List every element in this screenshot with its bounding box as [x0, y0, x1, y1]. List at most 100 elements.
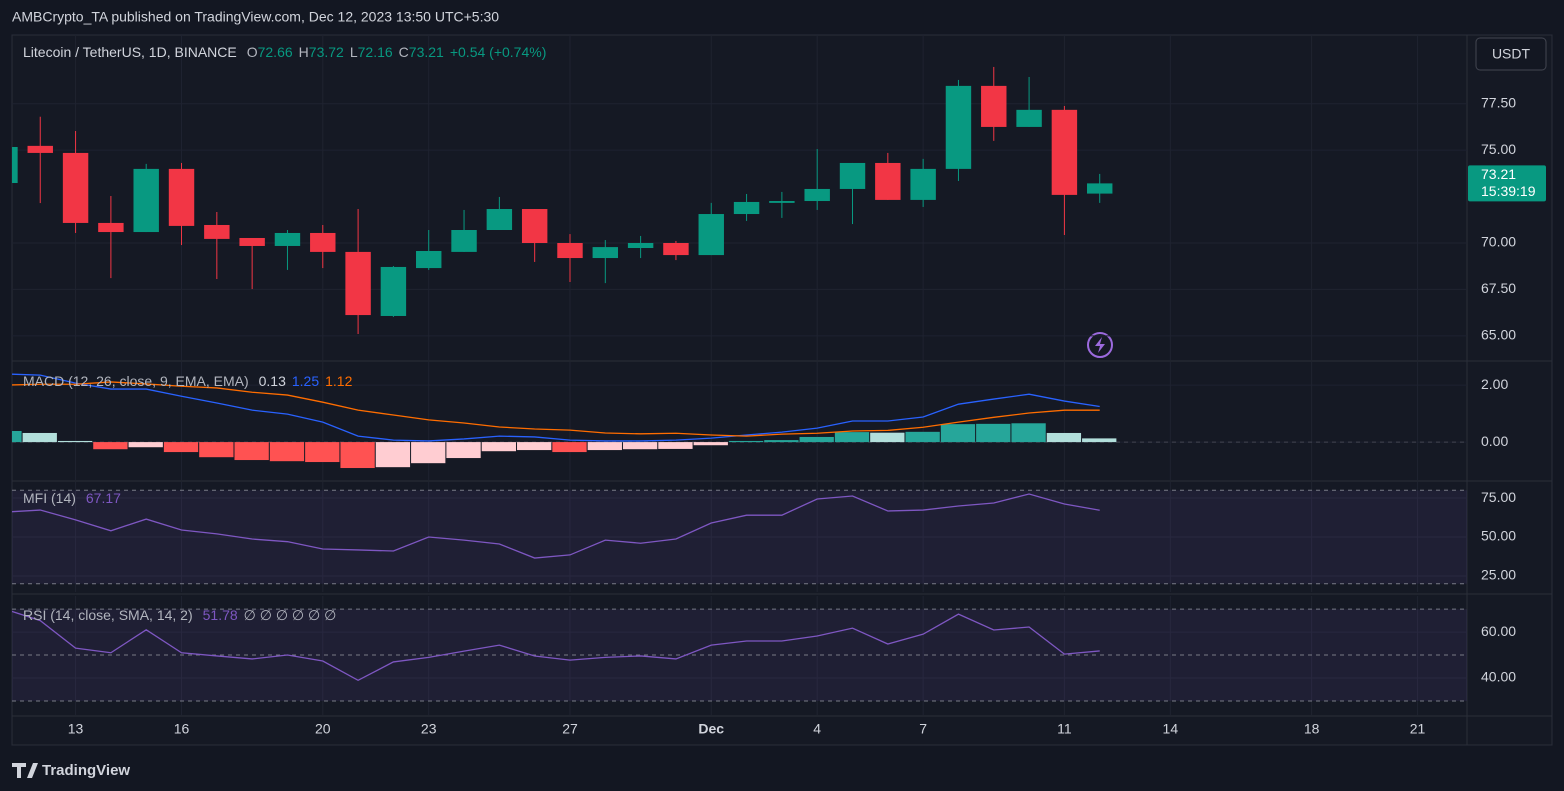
- x-tick-label: 23: [421, 721, 437, 737]
- candle-body: [380, 266, 407, 316]
- rsi-extra: ∅ ∅ ∅ ∅ ∅ ∅: [243, 607, 337, 623]
- candle-body: [310, 232, 336, 252]
- candle-body: [945, 85, 972, 169]
- histogram-bar: [481, 442, 517, 452]
- band-fill: [12, 490, 1467, 584]
- candle-body: [557, 243, 583, 259]
- pane: [12, 362, 1467, 480]
- histogram-bar: [940, 424, 976, 443]
- candle-body: [733, 201, 760, 215]
- pane: [12, 482, 1467, 592]
- histogram-bar: [93, 442, 128, 450]
- candle-body: [239, 237, 265, 246]
- candle-body: [168, 168, 195, 226]
- close-value: 73.21: [408, 44, 444, 60]
- y-tick-label: 67.50: [1481, 280, 1516, 296]
- candle-body: [804, 188, 830, 202]
- open-label: O: [246, 44, 258, 60]
- high-label: H: [298, 44, 309, 60]
- brand: TradingView: [42, 762, 130, 779]
- ohlc-label: H73.72: [299, 44, 344, 60]
- mfi-title: MFI (14): [23, 490, 76, 506]
- candle-body: [769, 201, 795, 203]
- y-tick-label: 70.00: [1481, 234, 1516, 250]
- histogram-bar: [517, 442, 552, 451]
- candle-body: [698, 214, 724, 256]
- histogram-bar: [199, 442, 234, 458]
- candle-body: [592, 247, 619, 259]
- candle-body: [910, 168, 936, 200]
- last-price: 73.21: [1481, 166, 1516, 182]
- attribution: AMBCrypto_TA published on TradingView.co…: [12, 9, 499, 25]
- open-value: 72.66: [257, 44, 293, 60]
- candle-body: [486, 209, 513, 230]
- histogram-bar: [1046, 432, 1082, 443]
- x-tick-label: 13: [68, 721, 84, 737]
- candle-body: [345, 251, 371, 316]
- candle-body: [663, 243, 689, 256]
- chart-frame: [11, 34, 1553, 746]
- candle-body: [451, 230, 477, 252]
- histogram-bar: [57, 440, 93, 443]
- candle-body: [204, 224, 230, 239]
- histogram-bar: [1082, 438, 1117, 443]
- candle-body: [627, 243, 654, 249]
- histogram-bar: [340, 442, 375, 469]
- candle-body: [12, 146, 18, 184]
- histogram-bar: [728, 440, 764, 443]
- low-label: L: [349, 44, 358, 60]
- histogram-bar: [905, 431, 940, 443]
- macd-title: MACD (12, 26, close, 9, EMA, EMA): [23, 373, 249, 389]
- histogram-bar: [12, 430, 22, 443]
- currency[interactable]: USDT: [1492, 46, 1531, 62]
- macd-value: 1.25: [291, 373, 320, 389]
- y-tick-label: 50.00: [1481, 528, 1516, 544]
- y-tick-label: 25.00: [1481, 567, 1516, 583]
- rsi-legend: RSI (14, close, SMA, 14, 2) 51.78 ∅ ∅ ∅ …: [23, 607, 336, 624]
- y-tick-label: 77.50: [1481, 94, 1516, 110]
- alert-icon[interactable]: [1087, 332, 1113, 358]
- histogram-bar: [163, 442, 199, 453]
- indicator-line: [12, 381, 1100, 437]
- currency-button[interactable]: [1475, 37, 1547, 71]
- indicator-line: [12, 373, 1100, 442]
- histogram-bar: [658, 442, 693, 449]
- histogram-bar: [693, 442, 728, 446]
- y-tick-label: 0.00: [1481, 433, 1508, 449]
- candle-body: [1051, 109, 1078, 195]
- histogram-bar: [587, 442, 622, 451]
- ohlc-label: O72.66: [247, 44, 293, 60]
- candle-body: [274, 232, 301, 246]
- countdown: 15:39:19: [1481, 183, 1536, 199]
- candle-body: [839, 162, 866, 189]
- histogram-bar: [870, 432, 905, 443]
- histogram-bar: [622, 442, 658, 450]
- x-tick-label: 27: [562, 721, 578, 737]
- y-tick-label: 65.00: [1481, 327, 1516, 343]
- histogram-bar: [128, 442, 163, 448]
- ohlc-label: L72.16: [350, 44, 393, 60]
- candle-body: [416, 250, 442, 269]
- histogram-bar: [799, 436, 834, 443]
- histogram-bar: [234, 442, 269, 461]
- histogram-bar: [1011, 423, 1046, 443]
- histogram-bar: [269, 442, 305, 462]
- high-value: 73.72: [308, 44, 344, 60]
- candle-body: [98, 222, 124, 233]
- candle-body: [1087, 183, 1113, 194]
- candle-body: [521, 209, 548, 243]
- x-tick-label: 18: [1304, 721, 1320, 737]
- histogram-bar: [764, 440, 799, 443]
- signal-value: 1.12: [325, 373, 353, 389]
- macd-hist-value: 0.13: [258, 373, 286, 389]
- rsi-title: RSI (14, close, SMA, 14, 2): [23, 607, 193, 623]
- indicator-line: [12, 493, 1100, 559]
- x-tick-label: 20: [315, 721, 331, 737]
- y-tick-label: 40.00: [1481, 669, 1516, 685]
- x-tick-label: 7: [919, 721, 927, 737]
- x-tick-label: 11: [1057, 721, 1072, 737]
- pane: [12, 35, 1467, 360]
- pane: [12, 596, 1467, 715]
- candle-body: [981, 85, 1007, 127]
